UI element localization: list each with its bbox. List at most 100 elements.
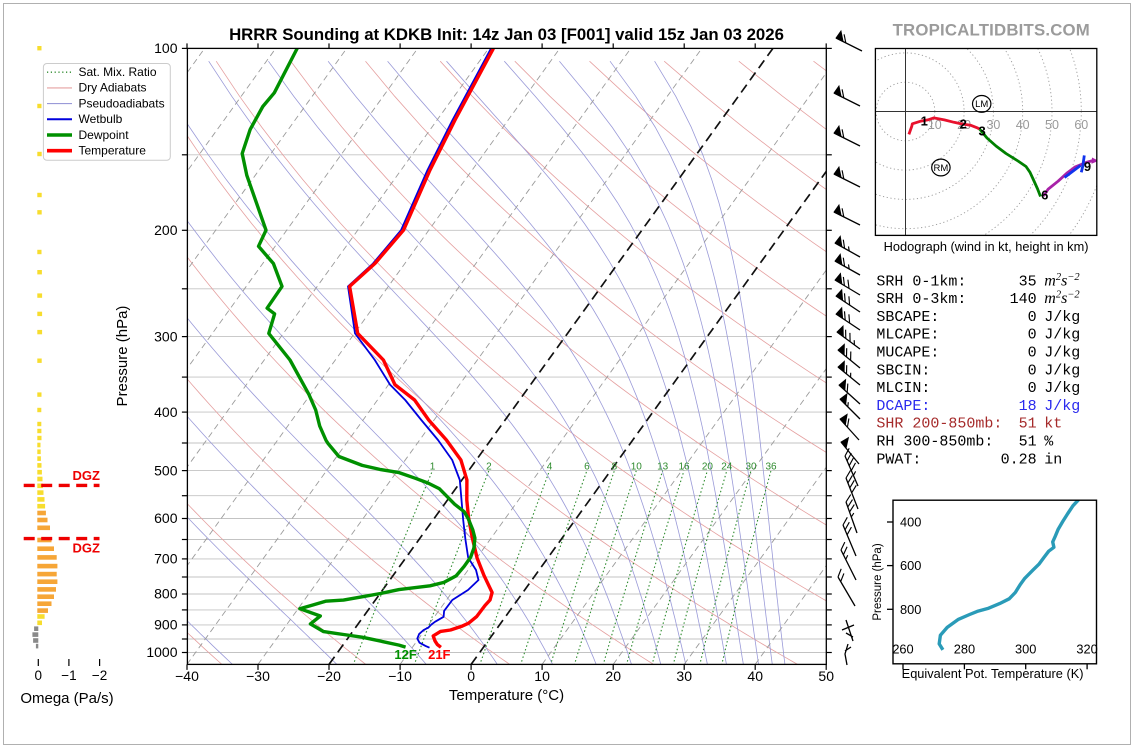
svg-text:RM: RM <box>934 163 949 174</box>
svg-text:1: 1 <box>921 113 928 128</box>
svg-text:DGZ: DGZ <box>73 541 101 556</box>
svg-text:0: 0 <box>467 668 475 684</box>
svg-text:MLCAPE:: MLCAPE: <box>876 327 939 344</box>
svg-text:1: 1 <box>430 461 436 472</box>
svg-text:700: 700 <box>154 551 178 567</box>
svg-text:0: 0 <box>1028 362 1037 379</box>
svg-text:Dewpoint: Dewpoint <box>79 128 130 142</box>
svg-text:6: 6 <box>1041 188 1048 203</box>
svg-text:kt: kt <box>1044 416 1062 433</box>
svg-text:Hodograph (wind in kt, height: Hodograph (wind in kt, height in km) <box>884 239 1089 254</box>
svg-text:PWAT:: PWAT: <box>876 451 921 468</box>
svg-text:−30: −30 <box>246 668 270 684</box>
svg-text:320: 320 <box>1076 642 1097 657</box>
svg-text:60: 60 <box>1074 118 1088 132</box>
svg-text:40: 40 <box>1016 118 1030 132</box>
svg-text:280: 280 <box>954 642 975 657</box>
svg-text:in: in <box>1044 451 1062 468</box>
svg-text:%: % <box>1044 434 1054 451</box>
svg-text:51: 51 <box>1019 434 1037 451</box>
svg-text:−40: −40 <box>175 668 199 684</box>
svg-text:−2: −2 <box>92 668 107 683</box>
svg-text:J/kg: J/kg <box>1044 327 1080 344</box>
svg-text:TROPICALTIDBITS.COM: TROPICALTIDBITS.COM <box>893 21 1090 40</box>
svg-text:30: 30 <box>676 668 692 684</box>
svg-text:50: 50 <box>818 668 834 684</box>
svg-text:600: 600 <box>900 558 921 573</box>
svg-text:800: 800 <box>900 602 921 617</box>
svg-text:100: 100 <box>154 40 178 56</box>
svg-text:21F: 21F <box>428 647 450 662</box>
svg-text:3: 3 <box>978 124 985 139</box>
svg-text:Dry Adiabats: Dry Adiabats <box>79 81 147 95</box>
svg-text:30: 30 <box>745 461 757 472</box>
svg-text:0.28: 0.28 <box>1001 451 1037 468</box>
svg-text:LM: LM <box>975 99 988 110</box>
svg-text:J/kg: J/kg <box>1044 362 1080 379</box>
svg-text:0: 0 <box>1028 380 1037 397</box>
svg-text:10: 10 <box>631 461 643 472</box>
svg-text:36: 36 <box>765 461 777 472</box>
svg-text:Pressure (hPa): Pressure (hPa) <box>114 306 131 407</box>
svg-text:Temperature (°C): Temperature (°C) <box>449 687 564 704</box>
svg-text:Temperature: Temperature <box>79 144 147 158</box>
svg-text:SBCIN:: SBCIN: <box>876 362 930 379</box>
svg-text:Omega (Pa/s): Omega (Pa/s) <box>20 690 113 707</box>
svg-text:Pressure (hPa): Pressure (hPa) <box>872 543 884 621</box>
svg-text:500: 500 <box>154 462 178 478</box>
svg-text:10: 10 <box>534 668 550 684</box>
svg-text:4: 4 <box>547 461 553 472</box>
svg-text:16: 16 <box>678 461 690 472</box>
svg-text:6: 6 <box>584 461 590 472</box>
svg-text:J/kg: J/kg <box>1044 309 1080 326</box>
svg-text:MLCIN:: MLCIN: <box>876 380 930 397</box>
svg-text:J/kg: J/kg <box>1044 398 1080 415</box>
svg-text:30: 30 <box>986 118 1000 132</box>
svg-text:300: 300 <box>154 328 178 344</box>
svg-text:10: 10 <box>928 118 942 132</box>
svg-text:20: 20 <box>605 668 621 684</box>
svg-text:DCAPE:: DCAPE: <box>876 398 930 415</box>
svg-text:MUCAPE:: MUCAPE: <box>876 345 939 362</box>
svg-text:35: 35 <box>1019 273 1037 290</box>
svg-text:20: 20 <box>702 461 714 472</box>
svg-text:12F: 12F <box>394 647 416 662</box>
svg-text:Equivalent Pot. Temperature (K: Equivalent Pot. Temperature (K) <box>902 666 1084 681</box>
svg-text:SHR 200-850mb:: SHR 200-850mb: <box>876 416 1002 433</box>
svg-text:13: 13 <box>657 461 669 472</box>
svg-text:400: 400 <box>900 515 921 530</box>
svg-text:50: 50 <box>1045 118 1059 132</box>
svg-text:900: 900 <box>154 617 178 633</box>
svg-text:0: 0 <box>35 668 43 683</box>
svg-text:0: 0 <box>1028 309 1037 326</box>
svg-text:0: 0 <box>1028 345 1037 362</box>
svg-text:200: 200 <box>154 222 178 238</box>
svg-text:40: 40 <box>747 668 763 684</box>
svg-text:0: 0 <box>1028 327 1037 344</box>
svg-text:−1: −1 <box>61 668 76 683</box>
svg-text:J/kg: J/kg <box>1044 345 1080 362</box>
svg-text:DGZ: DGZ <box>73 468 101 483</box>
svg-text:2: 2 <box>960 116 967 131</box>
svg-text:800: 800 <box>154 586 178 602</box>
svg-text:−10: −10 <box>388 668 412 684</box>
svg-text:HRRR Sounding at KDKB Init: 14: HRRR Sounding at KDKB Init: 14z Jan 03 [… <box>229 25 784 44</box>
svg-text:140: 140 <box>1010 291 1037 308</box>
svg-text:24: 24 <box>721 461 733 472</box>
svg-text:600: 600 <box>154 510 178 526</box>
svg-text:Pseudoadiabats: Pseudoadiabats <box>79 96 165 110</box>
svg-text:9: 9 <box>1084 159 1091 174</box>
svg-text:−20: −20 <box>317 668 341 684</box>
svg-text:SRH 0-3km:: SRH 0-3km: <box>876 291 966 308</box>
svg-text:51: 51 <box>1019 416 1037 433</box>
svg-text:Wetbulb: Wetbulb <box>79 112 123 126</box>
svg-text:RH 300-850mb:: RH 300-850mb: <box>876 434 993 451</box>
svg-text:1000: 1000 <box>146 644 177 660</box>
svg-text:18: 18 <box>1019 398 1037 415</box>
svg-text:8: 8 <box>612 461 618 472</box>
svg-text:SRH 0-1km:: SRH 0-1km: <box>876 273 966 290</box>
svg-text:2: 2 <box>486 461 492 472</box>
svg-text:300: 300 <box>1015 642 1036 657</box>
svg-text:Sat. Mix. Ratio: Sat. Mix. Ratio <box>79 65 157 79</box>
svg-text:SBCAPE:: SBCAPE: <box>876 309 939 326</box>
